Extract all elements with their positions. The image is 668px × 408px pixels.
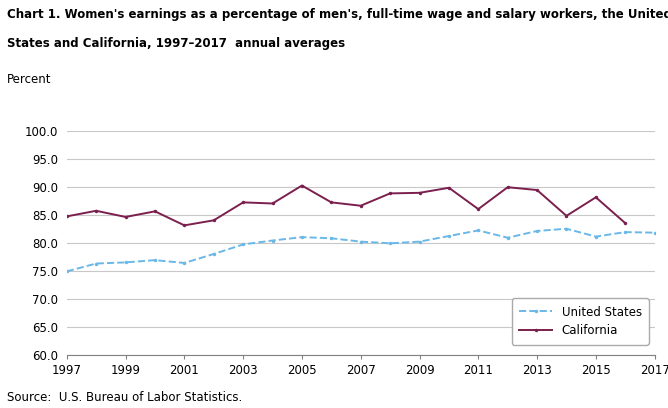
California [533, 188, 541, 193]
Line: United States: United States [65, 227, 657, 273]
California [298, 183, 306, 188]
United States [651, 230, 659, 235]
California [122, 215, 130, 220]
United States [445, 233, 453, 238]
United States [562, 226, 570, 231]
United States [357, 239, 365, 244]
California [562, 213, 570, 218]
California [239, 200, 247, 205]
United States [592, 234, 600, 239]
United States [151, 258, 159, 263]
California [592, 195, 600, 200]
United States [180, 260, 188, 265]
United States [327, 236, 335, 241]
United States [122, 260, 130, 265]
Line: California: California [65, 184, 627, 227]
United States [533, 228, 541, 233]
Text: Chart 1. Women's earnings as a percentage of men's, full-time wage and salary wo: Chart 1. Women's earnings as a percentag… [7, 8, 668, 21]
California [474, 206, 482, 211]
United States [298, 235, 306, 239]
United States [386, 241, 394, 246]
United States [415, 239, 424, 244]
California [445, 185, 453, 190]
United States [92, 261, 100, 266]
California [386, 191, 394, 196]
United States [210, 251, 218, 256]
Text: States and California, 1997–2017  annual averages: States and California, 1997–2017 annual … [7, 37, 345, 50]
Text: Source:  U.S. Bureau of Labor Statistics.: Source: U.S. Bureau of Labor Statistics. [7, 391, 242, 404]
California [180, 223, 188, 228]
United States [269, 238, 277, 243]
United States [504, 235, 512, 240]
California [415, 191, 424, 195]
United States [239, 242, 247, 247]
California [269, 201, 277, 206]
California [621, 221, 629, 226]
Text: Percent: Percent [7, 73, 51, 86]
California [151, 209, 159, 214]
California [210, 218, 218, 223]
United States [621, 230, 629, 235]
Legend: United States, California: United States, California [512, 299, 649, 345]
California [92, 208, 100, 213]
California [504, 185, 512, 190]
United States [63, 269, 71, 274]
California [327, 200, 335, 205]
California [357, 203, 365, 208]
United States [474, 228, 482, 233]
California [63, 214, 71, 219]
